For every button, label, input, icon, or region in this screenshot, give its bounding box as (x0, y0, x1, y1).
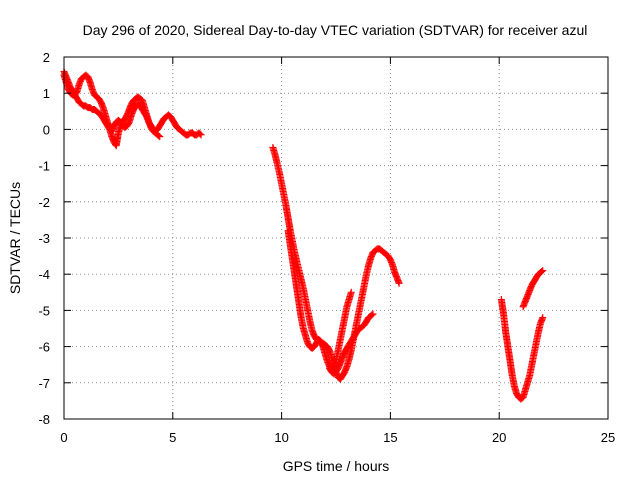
data-point (539, 314, 547, 322)
y-tick-label: 1 (43, 86, 50, 101)
data-point (395, 279, 403, 287)
axis-ticks: 0 5 10 15 20 25 -8 -7 -6 -5 -4 -3 -2 -1 0 1 2 (38, 50, 615, 445)
x-tick-label: 10 (274, 430, 288, 445)
data-points (60, 67, 547, 403)
data-point (539, 267, 547, 275)
data-point-interp (368, 311, 376, 319)
x-tick-label: 5 (169, 430, 176, 445)
x-axis-label: GPS time / hours (283, 458, 390, 474)
y-tick-label: -6 (38, 340, 50, 355)
data-point (347, 288, 355, 296)
chart-title: Day 296 of 2020, Sidereal Day-to-day VTE… (83, 22, 588, 38)
y-tick-label: -1 (38, 159, 50, 174)
x-tick-label: 25 (601, 430, 615, 445)
y-tick-label: 2 (43, 50, 50, 65)
y-tick-label: -4 (38, 267, 50, 282)
data-point-interp (155, 132, 163, 140)
y-tick-label: -8 (38, 412, 50, 427)
data-point (197, 131, 205, 139)
data-point-interp (538, 267, 546, 275)
x-tick-label: 0 (60, 430, 67, 445)
y-tick-label: 0 (43, 122, 50, 137)
y-tick-label: -7 (38, 376, 50, 391)
data-point-interp (196, 130, 204, 138)
y-tick-label: -2 (38, 195, 50, 210)
x-tick-label: 15 (383, 430, 397, 445)
y-tick-label: -3 (38, 231, 50, 246)
y-axis-label: SDTVAR / TECUs (7, 182, 23, 294)
data-point (156, 133, 164, 141)
y-tick-label: -5 (38, 303, 50, 318)
x-tick-label: 20 (492, 430, 506, 445)
data-point (369, 310, 377, 318)
